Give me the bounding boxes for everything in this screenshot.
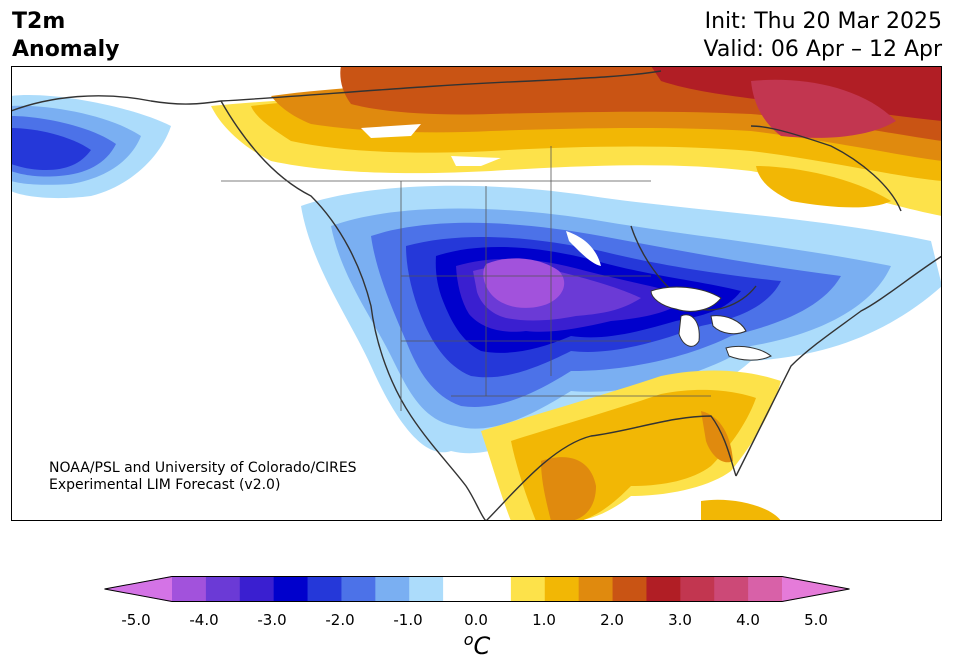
forecast-credit: NOAA/PSL and University of Colorado/CIRE… <box>49 460 357 494</box>
colorbar-segment <box>205 576 241 602</box>
colorbar-extend-low <box>104 576 172 602</box>
colorbar-segment <box>172 576 207 602</box>
colorbar-extend-high <box>782 576 850 602</box>
colorbar-tick-label: -5.0 <box>121 611 151 629</box>
colorbar-tick-label: -4.0 <box>189 611 219 629</box>
credit-line1: NOAA/PSL and University of Colorado/CIRE… <box>49 460 357 476</box>
colorbar-segment <box>510 576 546 602</box>
colorbar-tick-label: -3.0 <box>257 611 287 629</box>
colorbar-segment <box>646 576 681 602</box>
title-line1: T2m <box>12 9 66 34</box>
colorbar-tick-label: 4.0 <box>736 611 760 629</box>
colorbar-tick-label: -1.0 <box>393 611 423 629</box>
colorbar-tick-label: 2.0 <box>600 611 624 629</box>
warm-anomaly-north <box>211 66 942 216</box>
state-borders <box>221 146 711 411</box>
colorbar-segment <box>612 576 647 602</box>
colorbar-segment <box>578 576 614 602</box>
colorbar <box>104 576 850 602</box>
anomaly-map <box>11 66 942 521</box>
colorbar-tick-label: 1.0 <box>532 611 556 629</box>
colorbar-tick-label: 0.0 <box>464 611 488 629</box>
colorbar-segment <box>443 576 478 602</box>
colorbar-segment <box>680 576 715 602</box>
init-date: Init: Thu 20 Mar 2025 <box>704 9 942 34</box>
units-symbol: o <box>463 630 474 649</box>
colorbar-segment <box>341 576 376 602</box>
map-title: T2m Anomaly <box>12 8 119 64</box>
colorbar-tick-label: -2.0 <box>325 611 355 629</box>
great-lakes <box>650 286 772 361</box>
title-line2: Anomaly <box>12 37 120 62</box>
colorbar-segment <box>714 576 749 602</box>
forecast-dates: Init: Thu 20 Mar 2025 Valid: 06 Apr – 12… <box>704 8 943 64</box>
colorbar-segment <box>748 576 783 602</box>
colorbar-outline <box>104 576 850 602</box>
colorbar-ticks: -5.0 -4.0 -3.0 -2.0 -1.0 0.0 1.0 2.0 3.0 4.0 5.0 <box>0 611 954 633</box>
credit-line2: Experimental LIM Forecast (v2.0) <box>49 477 281 493</box>
cold-anomaly-region <box>11 95 942 454</box>
units-letter: C <box>473 632 491 660</box>
colorbar-segment <box>477 576 512 602</box>
colorbar-segment <box>375 576 410 602</box>
colorbar-segment <box>239 576 275 602</box>
colorbar-segment <box>544 576 580 602</box>
colorbar-tick-label: 3.0 <box>668 611 692 629</box>
colorbar-segment <box>273 576 309 602</box>
colorbar-units: oC <box>0 630 954 660</box>
land-mask-patches <box>361 124 601 266</box>
colorbar-tick-label: 5.0 <box>804 611 828 629</box>
warm-anomaly-south <box>481 370 781 521</box>
colorbar-segment <box>307 576 342 602</box>
valid-dates: Valid: 06 Apr – 12 Apr <box>703 37 943 62</box>
colorbar-segment <box>409 576 444 602</box>
